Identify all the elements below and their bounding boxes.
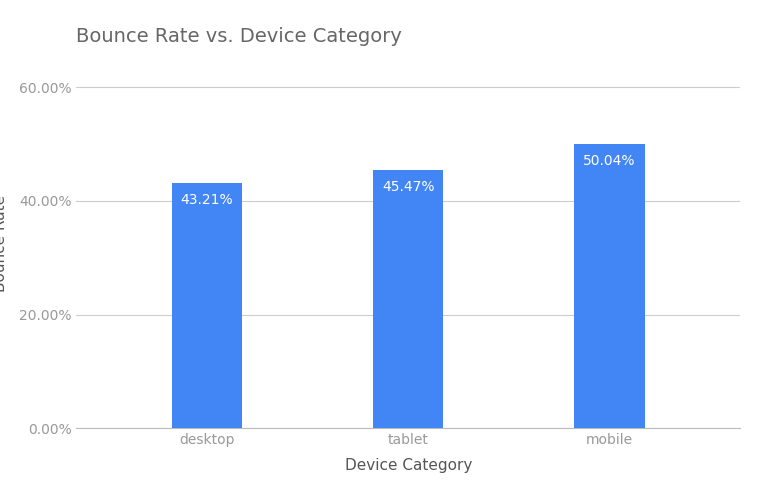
Bar	[373, 170, 443, 428]
Y-axis label: Bounce Rate: Bounce Rate	[0, 195, 8, 292]
X-axis label: Device Category: Device Category	[345, 458, 472, 473]
Text: 43.21%: 43.21%	[181, 193, 233, 207]
Text: Bounce Rate vs. Device Category: Bounce Rate vs. Device Category	[76, 28, 402, 46]
Bar	[172, 183, 243, 428]
Text: 50.04%: 50.04%	[583, 154, 636, 168]
Bar	[575, 144, 645, 428]
Text: 45.47%: 45.47%	[382, 180, 434, 194]
